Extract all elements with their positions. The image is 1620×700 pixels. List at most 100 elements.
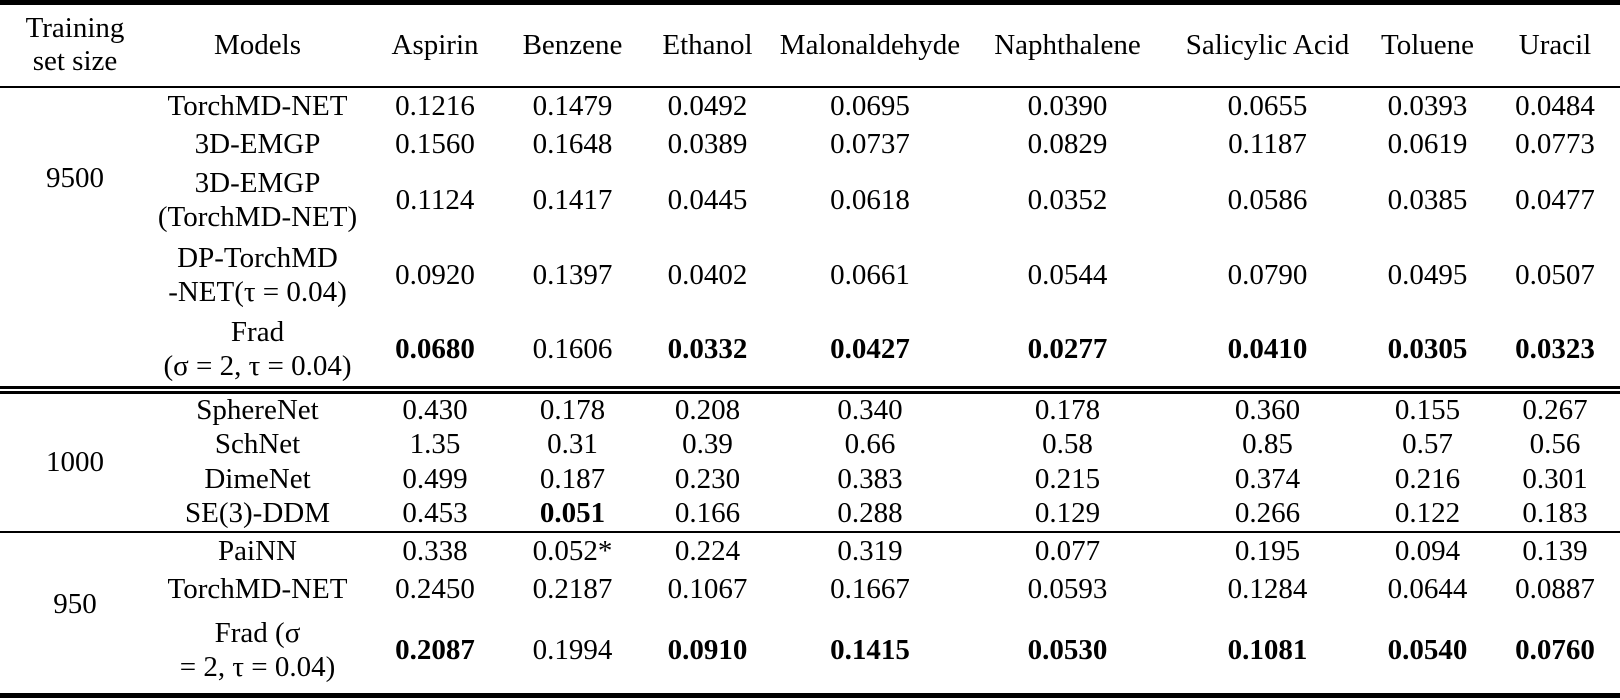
value-cell: 0.58	[1042, 428, 1093, 461]
value-cell: 0.0618	[830, 184, 910, 217]
model-name-cell: TorchMD-NET	[167, 89, 348, 122]
group-size-label-950: 950	[53, 588, 97, 621]
model-name-cell: Frad (σ = 2, τ = 0.04)	[179, 617, 336, 683]
model-name-cell: SphereNet	[196, 394, 319, 427]
value-cell: 0.0410	[1170, 313, 1365, 395]
value-cell: 0.139	[1522, 534, 1588, 567]
value-cell: 0.31	[547, 428, 598, 461]
value-cell: 0.051	[505, 496, 640, 533]
header-molecule-naphthalene: Naphthalene	[965, 2, 1170, 88]
value-cell: 0.453	[365, 496, 505, 533]
table-row: DimeNet 0.499 0.187 0.230 0.383 0.215 0.…	[0, 462, 1620, 496]
value-cell: 0.39	[682, 428, 733, 461]
value-cell: 0.85	[1242, 428, 1293, 461]
value-cell: 0.1667	[830, 572, 910, 605]
value-cell: 0.224	[674, 534, 741, 567]
value-cell: 0.0492	[667, 89, 748, 122]
value-cell: 0.195	[1234, 534, 1301, 567]
value-cell: 0.301	[1522, 462, 1588, 495]
value-cell: 0.1415	[830, 633, 910, 666]
table-row: 3D-EMGP 0.1560 0.1648 0.0389 0.0737 0.08…	[0, 125, 1620, 163]
value-cell: 0.216	[1394, 462, 1461, 495]
header-molecule-benzene: Benzene	[505, 2, 640, 88]
table-row: SchNet 1.35 0.31 0.39 0.66 0.58 0.85 0.5…	[0, 428, 1620, 462]
value-cell: 0.215	[1034, 462, 1101, 495]
value-cell: 0.499	[402, 462, 468, 495]
value-cell: 0.1187	[1228, 127, 1307, 160]
value-cell: 0.052*	[532, 534, 613, 567]
value-cell: 0.0507	[1515, 259, 1595, 292]
value-cell: 0.166	[640, 496, 775, 533]
model-name-cell: SchNet	[214, 428, 301, 461]
value-cell: 0.0887	[1515, 572, 1595, 605]
value-cell: 0.338	[402, 534, 468, 567]
value-cell: 0.1417	[532, 184, 613, 217]
model-name-cell: 3D-EMGP (TorchMD-NET)	[157, 167, 358, 234]
value-cell: 0.1606	[505, 313, 640, 395]
value-cell: 0.0760	[1515, 633, 1595, 666]
group-size-label-1000: 1000	[0, 390, 150, 533]
value-cell: 0.1479	[532, 89, 613, 122]
value-cell: 0.56	[1529, 428, 1581, 461]
value-cell: 0.0402	[667, 259, 748, 292]
value-cell: 0.0427	[775, 313, 965, 395]
value-cell: 0.0644	[1387, 572, 1468, 605]
value-cell: 0.0586	[1227, 184, 1308, 217]
value-cell: 0.0544	[1027, 259, 1108, 292]
value-cell: 0.383	[837, 462, 903, 495]
value-cell: 0.0352	[1027, 184, 1108, 217]
table-row: TorchMD-NET 0.2450 0.2187 0.1067 0.1667 …	[0, 570, 1620, 608]
value-cell: 0.230	[674, 462, 741, 495]
value-cell: 0.0323	[1490, 313, 1620, 395]
value-cell: 0.0790	[1227, 259, 1308, 292]
value-cell: 0.183	[1490, 496, 1620, 533]
value-cell: 0.1081	[1227, 633, 1308, 666]
table-row: Frad (σ = 2, τ = 0.04) 0.2087 0.1994 0.0…	[0, 609, 1620, 696]
value-cell: 0.0390	[1027, 89, 1108, 122]
value-cell: 0.430	[402, 394, 468, 427]
group-size-label-9500: 9500	[0, 86, 150, 395]
table-header-row: Training set size Models Aspirin Benzene…	[0, 2, 1620, 88]
value-cell: 0.0393	[1387, 89, 1468, 122]
table-row: Frad (σ = 2, τ = 0.04) 0.0680 0.1606 0.0…	[0, 313, 1620, 395]
value-cell: 0.374	[1234, 462, 1301, 495]
value-cell: 0.122	[1365, 496, 1490, 533]
value-cell: 0.267	[1522, 394, 1588, 427]
table-row: 3D-EMGP (TorchMD-NET) 0.1124 0.1417 0.04…	[0, 164, 1620, 239]
value-cell: 0.1994	[532, 633, 613, 666]
value-cell: 0.0695	[830, 89, 910, 122]
table-row: 9500 TorchMD-NET 0.1216 0.1479 0.0492 0.…	[0, 86, 1620, 395]
value-cell: 0.340	[837, 394, 903, 427]
value-cell: 0.360	[1234, 394, 1301, 427]
value-cell: 0.0773	[1515, 127, 1595, 160]
header-models: Models	[150, 2, 365, 88]
value-cell: 0.2450	[395, 572, 475, 605]
header-molecule-malonaldehyde: Malonaldehyde	[775, 2, 965, 88]
header-molecule-aspirin: Aspirin	[365, 2, 505, 88]
header-molecule-ethanol: Ethanol	[640, 2, 775, 88]
table-row: 1000 SphereNet 0.430 0.178 0.208 0.340 0…	[0, 390, 1620, 533]
value-cell: 0.2187	[532, 572, 613, 605]
model-name-cell: DimeNet	[204, 462, 311, 495]
value-cell: 0.2087	[395, 633, 475, 666]
value-cell: 0.0737	[830, 127, 910, 160]
value-cell: 0.077	[1034, 534, 1101, 567]
value-cell: 0.0484	[1515, 89, 1595, 122]
value-cell: 0.0445	[667, 184, 748, 217]
value-cell: 0.1284	[1227, 572, 1308, 605]
value-cell: 0.1560	[395, 127, 475, 160]
value-cell: 0.0920	[395, 259, 475, 292]
value-cell: 0.0619	[1387, 127, 1468, 160]
value-cell: 0.1067	[667, 572, 748, 605]
value-cell: 0.57	[1402, 428, 1453, 461]
value-cell: 0.0910	[667, 633, 748, 666]
model-name-cell: DP-TorchMD -NET(τ = 0.04)	[168, 242, 347, 308]
value-cell: 0.0530	[1027, 633, 1108, 666]
value-cell: 0.0495	[1387, 259, 1468, 292]
value-cell: 0.0477	[1515, 184, 1595, 217]
value-cell: 0.0593	[1027, 572, 1108, 605]
value-cell: 0.094	[1394, 534, 1461, 567]
value-cell: 0.0829	[1027, 127, 1108, 160]
value-cell: 0.0655	[1227, 89, 1308, 122]
